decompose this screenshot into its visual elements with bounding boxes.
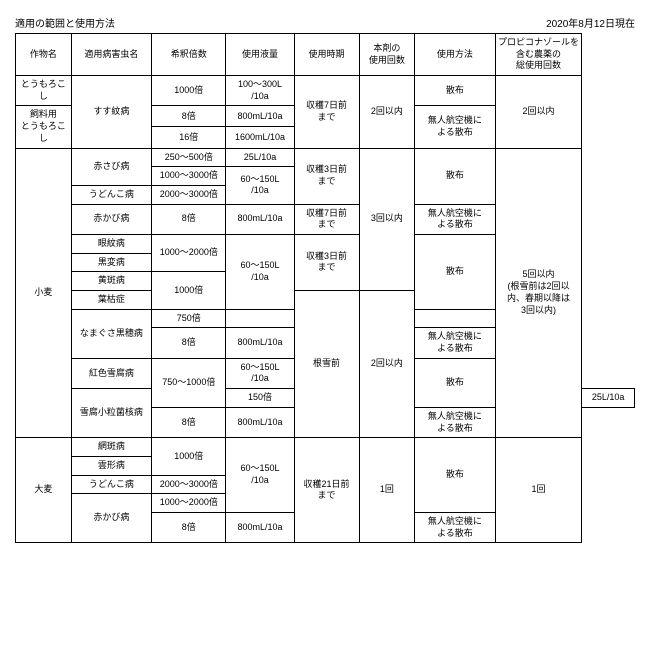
cell-crop: とうもろこし (16, 76, 72, 106)
cell-timing: 収穫3日前まで (294, 234, 359, 290)
cell-pest: 黒変病 (71, 253, 151, 272)
cell-volume: 800mL/10a (226, 512, 294, 542)
cell-volume: 800mL/10a (226, 328, 294, 358)
cell-method: 無人航空機による散布 (415, 407, 495, 437)
cell-volume: 25L/10a (582, 389, 635, 408)
cell-pest: 赤かび病 (71, 494, 151, 543)
cell-pest: なまぐさ黒穂病 (71, 309, 151, 358)
cell-count: 1回 (359, 438, 415, 543)
cell-dilution: 2000～3000倍 (152, 475, 226, 494)
cell-volume: 25L/10a (226, 148, 294, 167)
cell-dilution: 150倍 (226, 389, 294, 408)
cell-pest: 紅色雪腐病 (71, 358, 151, 388)
cell-pest: うどんこ病 (71, 475, 151, 494)
cell-pest: 赤かび病 (71, 204, 151, 234)
cell-pest: 葉枯症 (71, 291, 151, 310)
header-method: 使用方法 (415, 34, 495, 76)
cell-dilution: 1000～2000倍 (152, 494, 226, 513)
cell-method: 無人航空機による散布 (415, 512, 495, 542)
header-dilution: 希釈倍数 (152, 34, 226, 76)
cell-method: 散布 (415, 148, 495, 204)
cell-method: 散布 (415, 76, 495, 106)
cell-volume: 60～150L/10a (226, 167, 294, 204)
cell-volume: 800mL/10a (226, 407, 294, 437)
header-timing: 使用時期 (294, 34, 359, 76)
cell-dilution: 8倍 (152, 106, 226, 127)
cell-timing: 収穫7日前まで (294, 76, 359, 148)
cell-dilution: 8倍 (152, 407, 226, 437)
cell-count: 2回以内 (359, 291, 415, 438)
pesticide-table: 作物名 適用病害虫名 希釈倍数 使用液量 使用時期 本剤の使用回数 使用方法 プ… (15, 33, 635, 543)
cell-pest: すす紋病 (71, 76, 151, 148)
cell-dilution: 2000～3000倍 (152, 185, 226, 204)
cell-method: 散布 (415, 234, 495, 309)
cell-total: 1回 (495, 438, 582, 543)
cell-method: 無人航空機による散布 (415, 106, 495, 148)
cell-pest: 雲形病 (71, 456, 151, 475)
header-crop: 作物名 (16, 34, 72, 76)
cell-method: 散布 (415, 358, 495, 407)
cell-method: 無人航空機による散布 (415, 204, 495, 234)
cell-pest: 網斑病 (71, 438, 151, 457)
cell-crop: 大麦 (16, 438, 72, 543)
cell-dilution: 1000倍 (152, 438, 226, 475)
header-pest: 適用病害虫名 (71, 34, 151, 76)
cell-volume (226, 309, 294, 328)
cell-method: 無人航空機による散布 (415, 328, 495, 358)
cell-dilution: 750～1000倍 (152, 358, 226, 407)
cell-volume: 1600mL/10a (226, 127, 294, 148)
cell-count: 3回以内 (359, 148, 415, 291)
cell-pest: うどんこ病 (71, 185, 151, 204)
cell-dilution: 1000～2000倍 (152, 234, 226, 271)
cell-method: 散布 (415, 438, 495, 513)
cell-volume: 60～150L/10a (226, 234, 294, 309)
header-count: 本剤の使用回数 (359, 34, 415, 76)
cell-volume: 800mL/10a (226, 106, 294, 127)
cell-timing: 根雪前 (294, 291, 359, 438)
cell-count: 2回以内 (359, 76, 415, 148)
cell-pest: 黄斑病 (71, 272, 151, 291)
cell-dilution: 750倍 (152, 309, 226, 328)
cell-pest: 赤さび病 (71, 148, 151, 185)
cell-dilution: 250～500倍 (152, 148, 226, 167)
cell-total: 5回以内(根雪前は2回以内、春期以降は3回以内) (495, 148, 582, 438)
cell-total: 2回以内 (495, 76, 582, 148)
cell-dilution: 8倍 (152, 204, 226, 234)
cell-volume: 60～150L/10a (226, 358, 294, 388)
cell-volume: 800mL/10a (226, 204, 294, 234)
cell-crop: 小麦 (16, 148, 72, 438)
page-title: 適用の範囲と使用方法 (15, 15, 115, 30)
cell-timing: 収穫7日前まで (294, 204, 359, 234)
cell-timing: 収穫21日前まで (294, 438, 359, 543)
header-volume: 使用液量 (226, 34, 294, 76)
cell-dilution: 8倍 (152, 328, 226, 358)
cell-volume: 100～300L/10a (226, 76, 294, 106)
header-total: プロピコナゾールを含む農薬の総使用回数 (495, 34, 582, 76)
cell-dilution: 1000倍 (152, 76, 226, 106)
cell-volume: 60～150L/10a (226, 438, 294, 513)
page-date: 2020年8月12日現在 (546, 15, 635, 30)
cell-crop: 飼料用とうもろこし (16, 106, 72, 148)
cell-dilution: 16倍 (152, 127, 226, 148)
cell-dilution: 1000～3000倍 (152, 167, 226, 186)
cell-pest: 雪腐小粒菌核病 (71, 389, 151, 438)
cell-dilution: 8倍 (152, 512, 226, 542)
cell-dilution: 1000倍 (152, 272, 226, 309)
cell-pest: 眼紋病 (71, 234, 151, 253)
cell-timing: 収穫3日前まで (294, 148, 359, 204)
